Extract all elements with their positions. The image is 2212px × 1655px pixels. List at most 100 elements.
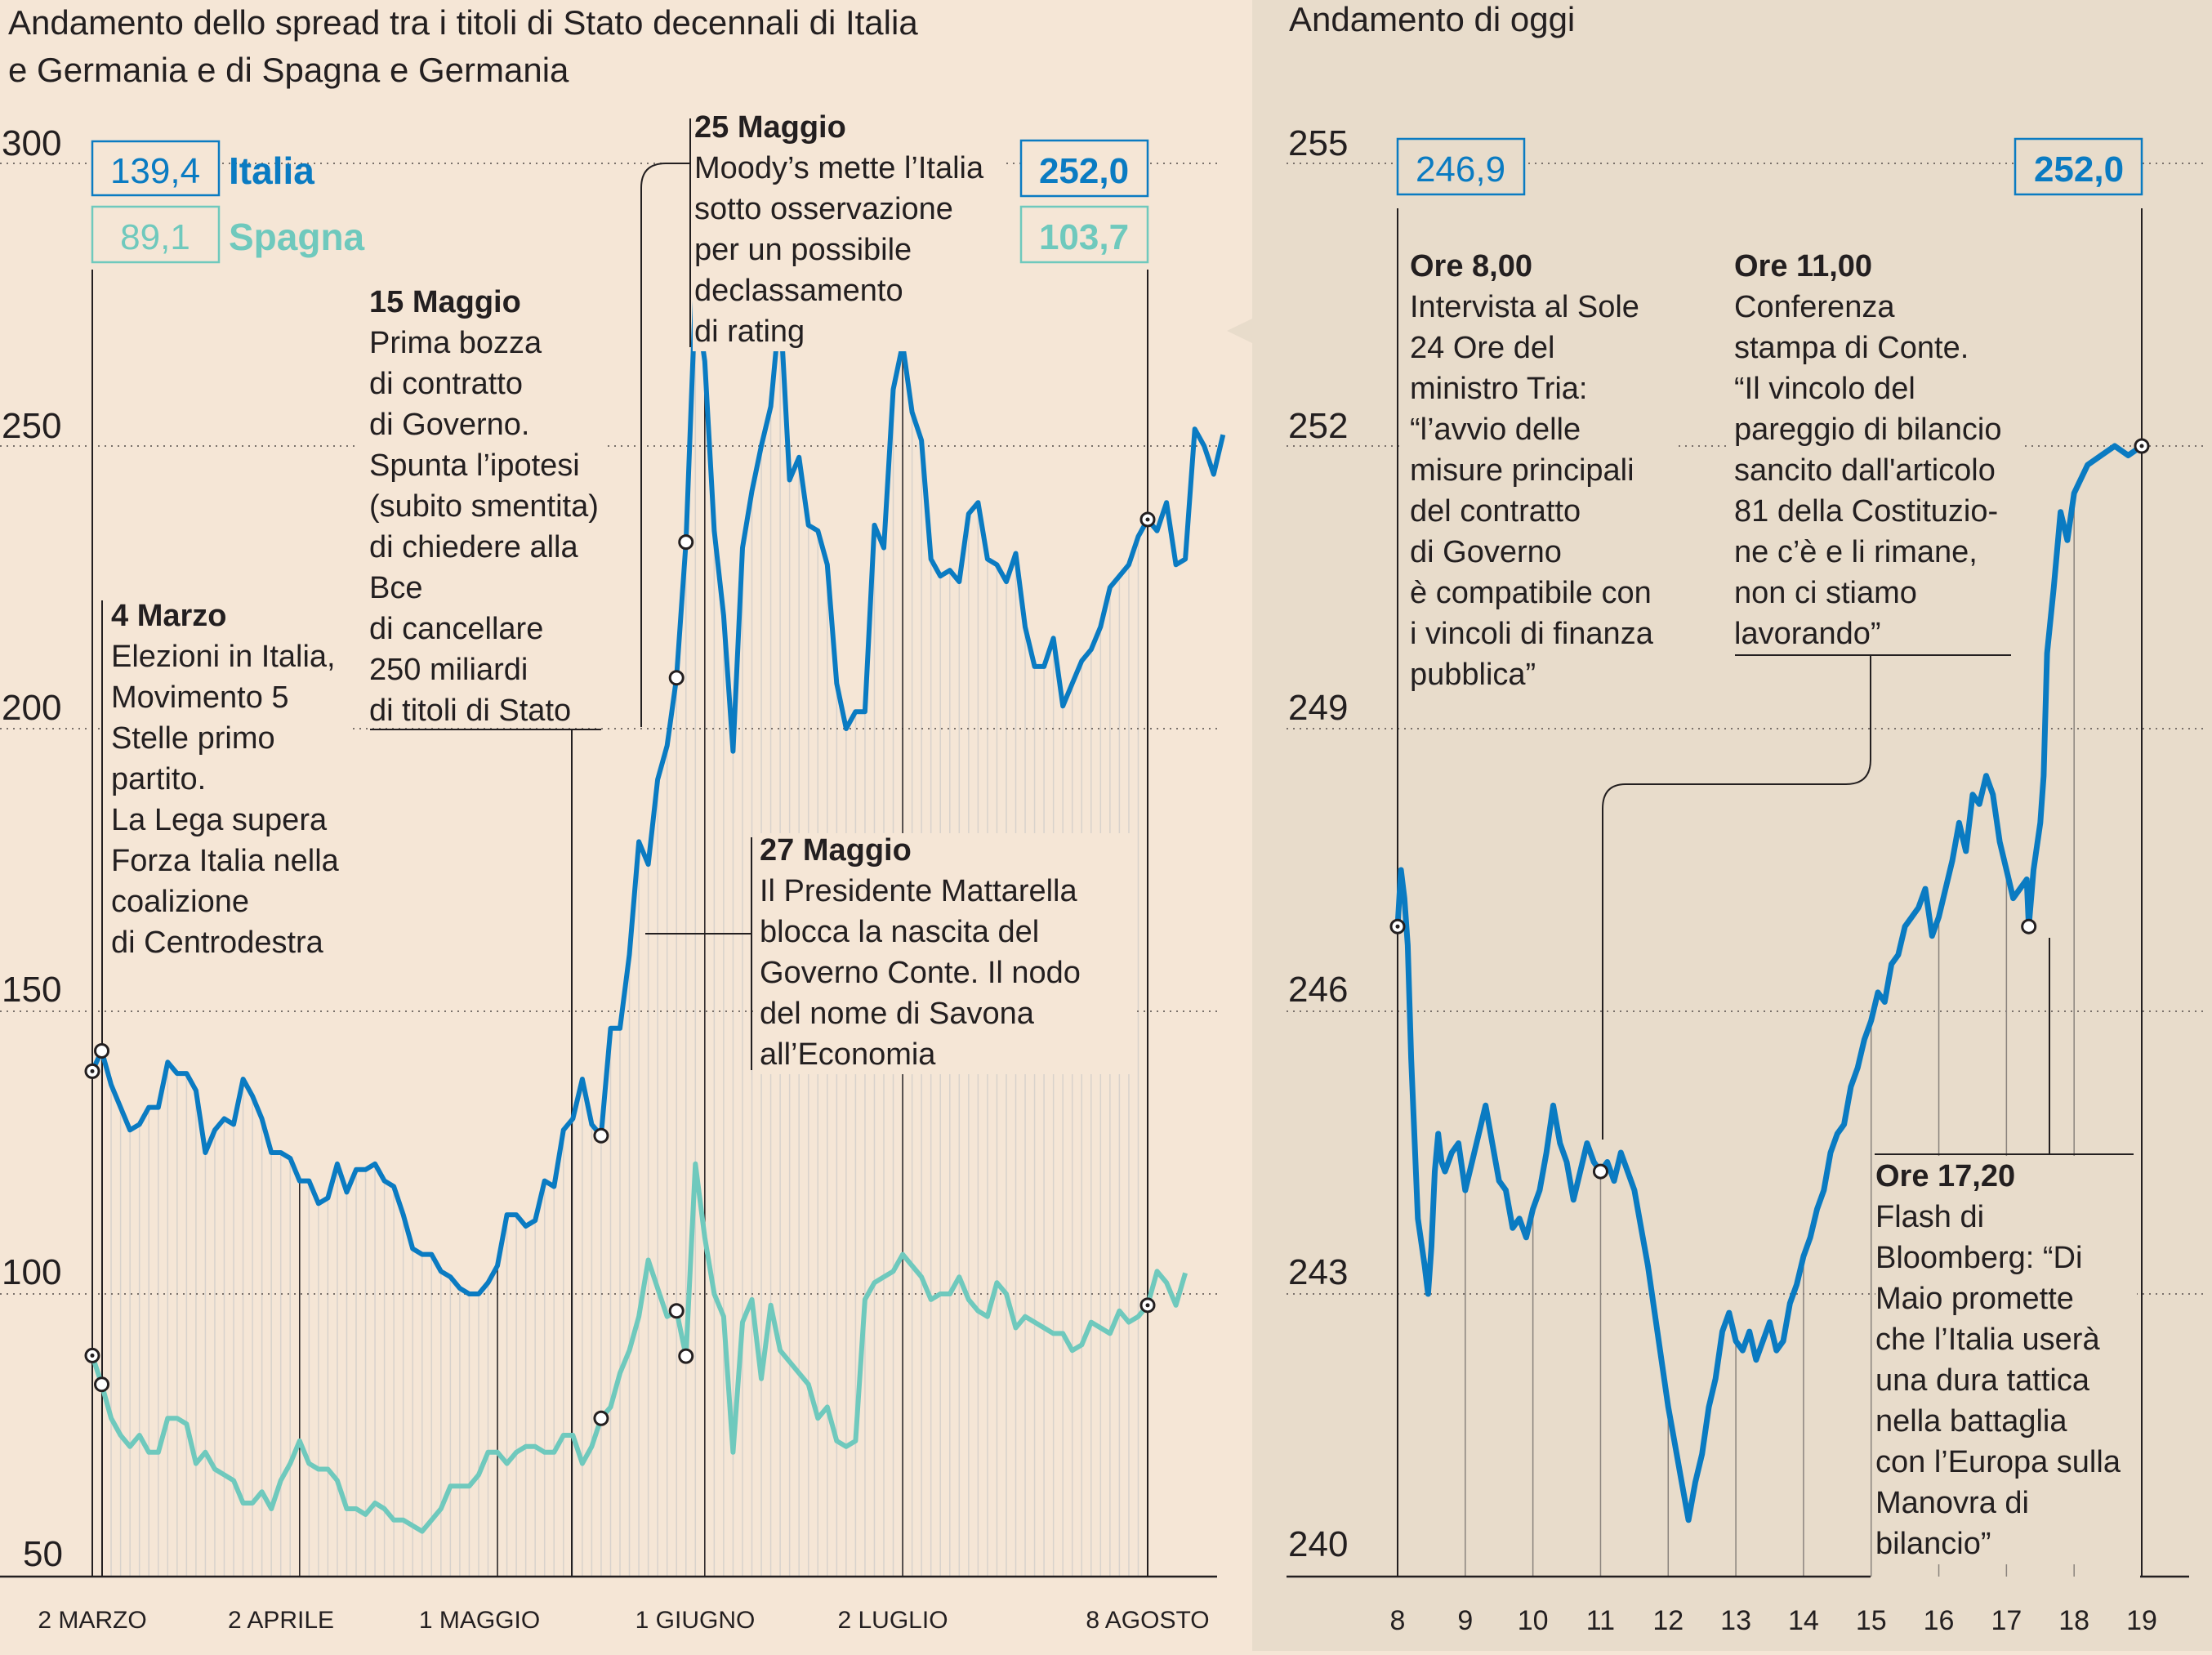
today-start-marker-center <box>1395 924 1400 929</box>
annotation-line: Prima bozza <box>369 326 542 360</box>
annotation-line: Flash di <box>1875 1200 1984 1234</box>
annotation-line: non ci stiamo <box>1734 576 1917 610</box>
left-ytick-label: 200 <box>2 688 61 728</box>
today-event-marker <box>2021 918 2037 935</box>
right-xtick-label: 18 <box>2058 1605 2089 1636</box>
annotation-line: pareggio di bilancio <box>1734 413 2001 447</box>
annotation-line: “l’avvio delle <box>1410 413 1581 447</box>
legend-spagna: Spagna <box>229 216 365 258</box>
right-ytick-label: 255 <box>1288 123 1348 163</box>
left-ytick-label: 300 <box>2 123 61 163</box>
left-chart-title-line-2: e Germania e di Spagna e Germania <box>8 51 569 89</box>
left-xtick-label: 2 LUGLIO <box>837 1607 948 1634</box>
italia-end-box <box>1019 139 1149 198</box>
right-ytick-label: 252 <box>1288 406 1348 446</box>
italia-start-box <box>91 140 221 197</box>
annotation-line: è compatibile con <box>1410 576 1652 610</box>
annotation-line: Intervista al Sole <box>1410 290 1639 324</box>
annotation-line: Bce <box>369 571 422 605</box>
right-xtick-label: 11 <box>1586 1605 1615 1636</box>
annotation-line: misure principali <box>1410 453 1634 488</box>
annotation-27-maggio: 27 Maggio Il Presidente Mattarella blocc… <box>753 833 1137 1074</box>
annotation-line: ne c’è e li rimane, <box>1734 535 1978 569</box>
right-xtick-label: 14 <box>1788 1605 1819 1636</box>
annotation-line: di Governo. <box>369 408 529 442</box>
italia-event-marker <box>94 1042 110 1059</box>
left-x-axis: 2 MARZO 2 APRILE 1 MAGGIO 1 GIUGNO 2 LUG… <box>38 1607 1209 1634</box>
annotation-line: 250 miliardi <box>369 653 528 687</box>
annotation-line: blocca la nascita del <box>760 915 1039 949</box>
spagna-event-marker <box>593 1410 609 1426</box>
today-start-value: 246,9 <box>1416 149 1505 190</box>
spagna-start-value: 89,1 <box>120 217 190 257</box>
right-series-lines <box>1394 443 2143 1523</box>
annotation-line: Movimento 5 <box>111 680 289 715</box>
italia-end-marker-center <box>1145 517 1150 522</box>
italia-start-marker-center <box>90 1068 95 1073</box>
annotation-line: La Lega supera <box>111 803 328 837</box>
annotation-4-marzo: 4 Marzo Elezioni in Italia, Movimento 5 … <box>105 599 350 960</box>
annotation-line: (subito smentita) <box>369 489 599 524</box>
left-xtick-label: 2 MARZO <box>38 1607 146 1634</box>
annotation-line: di chiedere alla <box>369 530 578 564</box>
annotation-25-maggio: 25 Maggio Moody’s mette l’Italia sotto o… <box>693 106 1003 351</box>
spagna-start-marker-center <box>90 1353 95 1358</box>
annotation-date: 15 Maggio <box>369 285 521 319</box>
right-ytick-label: 240 <box>1288 1524 1348 1564</box>
left-xtick-label: 8 AGOSTO <box>1086 1607 1209 1634</box>
annotation-time: Ore 11,00 <box>1734 249 1872 283</box>
annotation-line: di cancellare <box>369 612 543 646</box>
annotation-line: sotto osservazione <box>694 192 953 226</box>
right-xtick-label: 15 <box>1856 1605 1887 1636</box>
annotation-line: di titoli di Stato <box>369 694 571 728</box>
right-legend: 246,9 252,0 <box>1396 137 2143 196</box>
left-xtick-label: 2 APRILE <box>228 1607 334 1634</box>
spagna-event-marker <box>94 1376 110 1393</box>
markers <box>84 438 2150 1426</box>
legend-italia: Italia <box>229 149 314 192</box>
annotation-line: del nome di Savona <box>760 997 1035 1031</box>
annotation-line: 24 Ore del <box>1410 331 1554 365</box>
spagna-start-box <box>91 205 221 264</box>
annotation-line: Stelle primo <box>111 721 275 756</box>
annotation-line: partito. <box>111 762 206 796</box>
annotation-line: di Centrodestra <box>111 926 324 960</box>
right-xtick-label: 19 <box>2126 1605 2157 1636</box>
annotation-line: Forza Italia nella <box>111 844 340 878</box>
series-line-italia <box>90 291 1226 1296</box>
annotation-time: Ore 8,00 <box>1410 249 1532 283</box>
annotation-line: per un possibile <box>694 233 912 267</box>
spagna-event-marker <box>668 1303 685 1319</box>
annotation-line: Manovra di <box>1875 1486 2029 1520</box>
annotation-date: 25 Maggio <box>694 110 846 145</box>
left-ytick-label: 50 <box>23 1534 63 1574</box>
right-xtick-label: 16 <box>1924 1605 1955 1636</box>
right-xtick-label: 9 <box>1457 1605 1473 1636</box>
annotation-date: 27 Maggio <box>760 833 912 868</box>
right-xtick-label: 10 <box>1518 1605 1549 1636</box>
spagna-end-marker-center <box>1145 1303 1150 1308</box>
italia-event-marker <box>678 534 694 551</box>
annotation-line: che l’Italia userà <box>1875 1323 2100 1357</box>
annotation-line: di Governo <box>1410 535 1562 569</box>
left-xtick-label: 1 MAGGIO <box>419 1607 540 1634</box>
left-chart-title-line-1: Andamento dello spread tra i titoli di S… <box>8 3 918 42</box>
right-xtick-label: 17 <box>1991 1605 2022 1636</box>
annotation-line: lavorando” <box>1734 617 1881 651</box>
left-ytick-label: 100 <box>2 1252 61 1292</box>
annotation-line: bilancio” <box>1875 1527 1991 1561</box>
left-ytick-label: 250 <box>2 406 61 446</box>
today-end-box <box>2014 137 2143 196</box>
annotation-line: sancito dall'articolo <box>1734 453 1996 488</box>
annotation-line: declassamento <box>694 274 903 308</box>
annotation-line: 81 della Costituzio- <box>1734 494 1998 529</box>
annotation-ore-11: Ore 11,00 Conferenza stampa di Conte. “I… <box>1728 241 2022 654</box>
spagna-end-value: 103,7 <box>1039 217 1129 257</box>
annotation-line: nella battaglia <box>1875 1404 2067 1439</box>
annotation-line: stampa di Conte. <box>1734 331 1969 365</box>
right-y-axis: 255 252 249 246 243 240 <box>1288 123 1348 1564</box>
annotation-line: coalizione <box>111 885 249 919</box>
left-ytick-label: 150 <box>2 970 61 1010</box>
